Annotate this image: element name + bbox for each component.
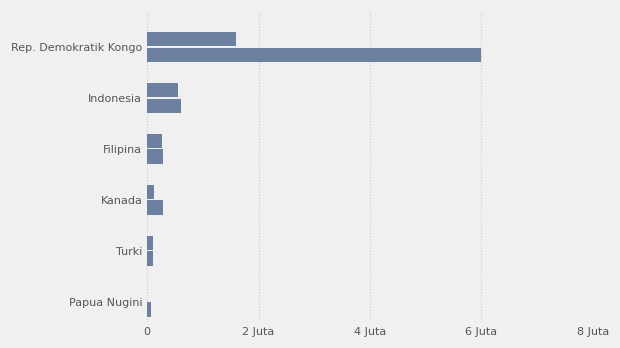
Bar [147,236,153,250]
Bar [147,185,154,199]
Bar [147,83,178,97]
Bar [147,98,180,113]
Bar [147,32,236,46]
Bar [147,134,162,148]
Bar [147,150,164,164]
Bar [147,252,153,266]
Bar [147,302,151,317]
Bar [147,200,164,215]
Bar [147,48,481,62]
